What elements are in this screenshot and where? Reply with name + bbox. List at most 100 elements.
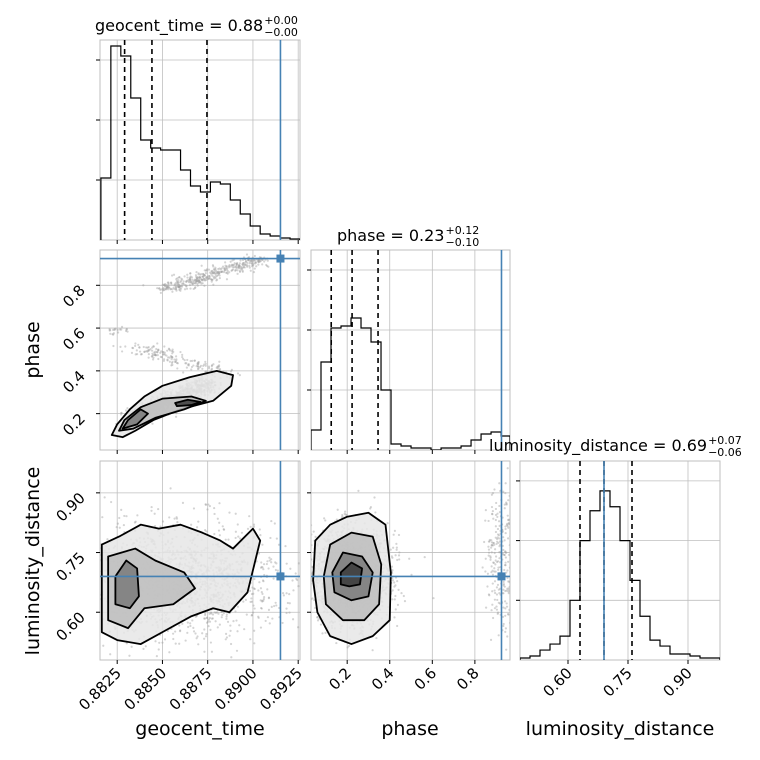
- sample-point: [195, 365, 198, 368]
- sample-point: [90, 567, 92, 569]
- sample-point: [174, 287, 178, 290]
- sample-point: [214, 276, 217, 280]
- sample-point: [230, 368, 233, 371]
- sample-point: [398, 558, 401, 561]
- sample-point: [203, 279, 206, 282]
- sample-point: [209, 641, 213, 644]
- sample-point: [189, 622, 192, 625]
- sample-point: [262, 599, 265, 602]
- sample-point: [109, 653, 112, 656]
- sample-point: [237, 264, 241, 267]
- sample-point: [185, 280, 188, 283]
- sample-point: [158, 287, 161, 290]
- sample-point: [222, 270, 226, 274]
- sample-point: [232, 620, 235, 623]
- sample-point: [185, 279, 188, 282]
- sample-point: [220, 270, 223, 274]
- sample-point: [178, 283, 181, 287]
- sample-point: [177, 283, 180, 286]
- sample-point: [296, 578, 299, 582]
- sample-point: [199, 281, 202, 284]
- sample-point: [152, 356, 155, 359]
- sample-point: [195, 279, 199, 283]
- sample-point: [204, 503, 208, 506]
- sample-point: [205, 632, 208, 636]
- sample-point: [258, 258, 261, 262]
- sample-point: [167, 286, 170, 289]
- sample-point: [253, 607, 256, 610]
- sample-point: [111, 328, 115, 332]
- sample-point: [206, 508, 209, 511]
- sample-point: [91, 543, 93, 545]
- sample-point: [242, 600, 245, 603]
- sample-point: [172, 273, 176, 276]
- sample-point: [180, 284, 183, 287]
- sample-point: [143, 350, 146, 353]
- sample-point: [252, 592, 255, 595]
- sample-point: [195, 280, 198, 283]
- sample-point: [85, 616, 87, 618]
- sample-point: [291, 579, 294, 582]
- sample-point: [221, 270, 224, 273]
- sample-point: [262, 597, 265, 601]
- sample-point: [88, 596, 90, 598]
- sample-point: [86, 613, 88, 615]
- sample-point: [208, 612, 211, 615]
- sample-point: [216, 517, 219, 520]
- sample-point: [192, 282, 195, 285]
- sample-point: [241, 266, 245, 269]
- sample-point: [179, 281, 182, 284]
- sample-point: [208, 274, 211, 278]
- sample-point: [260, 607, 263, 610]
- sample-point: [190, 276, 194, 279]
- sample-point: [126, 407, 129, 410]
- sample-point: [187, 279, 190, 282]
- sample-point: [161, 350, 164, 354]
- sample-point: [252, 604, 255, 607]
- sample-point: [189, 359, 192, 363]
- sample-point: [204, 269, 208, 272]
- sample-point: [203, 363, 206, 366]
- sample-point: [173, 358, 176, 361]
- sample-point: [117, 331, 120, 334]
- sample-point: [163, 283, 166, 286]
- sample-point: [260, 561, 263, 564]
- sample-point: [304, 558, 306, 560]
- sample-point: [220, 616, 223, 619]
- sample-point: [259, 260, 262, 263]
- sample-point: [218, 274, 221, 277]
- sample-point: [169, 281, 173, 284]
- sample-point: [210, 367, 214, 370]
- sample-point: [154, 354, 158, 357]
- sample-point: [197, 279, 200, 282]
- sample-point: [261, 543, 264, 546]
- sample-point: [177, 285, 180, 289]
- sample-point: [285, 611, 288, 615]
- sample-point: [306, 567, 308, 569]
- sample-point: [199, 364, 203, 367]
- sample-point: [206, 616, 209, 619]
- sample-point: [211, 274, 214, 277]
- sample-point: [189, 281, 192, 284]
- sample-point: [215, 271, 218, 275]
- scatter-group: [85, 487, 300, 659]
- sample-point: [185, 284, 188, 287]
- sample-point: [188, 278, 192, 281]
- sample-point: [241, 267, 244, 270]
- sample-point: [170, 356, 173, 359]
- sample-point: [205, 269, 208, 272]
- sample-point: [210, 280, 213, 283]
- sample-point: [130, 645, 133, 648]
- title-param: phase: [337, 226, 385, 245]
- sample-point: [305, 569, 307, 571]
- sample-point: [261, 263, 264, 266]
- title-text: geocent_time = 0.88: [95, 16, 263, 36]
- sample-point: [159, 355, 162, 358]
- sample-point: [178, 285, 181, 289]
- sample-point: [275, 537, 278, 540]
- sample-point: [163, 345, 166, 348]
- sample-point: [240, 531, 244, 534]
- sample-point: [177, 285, 180, 288]
- sample-point: [210, 269, 213, 273]
- panel-title: geocent_time = 0.88 +0.00−0.00: [95, 14, 298, 39]
